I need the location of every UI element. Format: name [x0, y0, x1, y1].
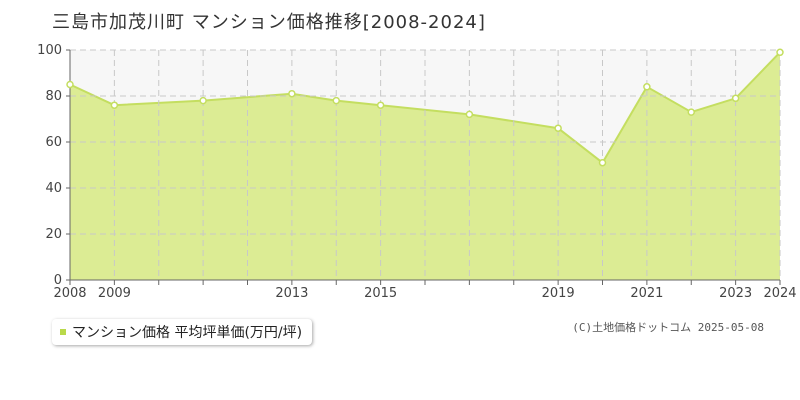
data-point — [376, 101, 385, 109]
data-point — [465, 110, 474, 119]
legend-label: マンション価格 平均坪単価(万円/坪) — [72, 325, 303, 341]
x-tick-label: 2019 — [542, 286, 575, 301]
y-tick-label: 60 — [45, 135, 62, 150]
x-tick-label: 2013 — [275, 286, 308, 301]
y-tick-label: 80 — [45, 89, 62, 104]
data-point — [598, 158, 607, 167]
x-tick-label: 2008 — [53, 286, 86, 301]
x-tick-label: 2021 — [630, 286, 663, 301]
y-tick-label: 100 — [37, 43, 62, 58]
x-tick-label: 2024 — [763, 286, 796, 301]
x-tick-label: 2015 — [364, 286, 397, 301]
y-tick-label: 20 — [45, 227, 62, 242]
legend: マンション価格 平均坪単価(万円/坪) — [52, 319, 313, 345]
data-point — [288, 89, 296, 98]
data-point — [687, 108, 695, 116]
x-tick-label: 2009 — [98, 286, 131, 301]
data-point — [110, 101, 119, 109]
y-tick-label: 40 — [45, 181, 62, 196]
data-point — [731, 94, 740, 103]
data-point — [643, 83, 651, 91]
data-point — [199, 96, 207, 105]
legend-swatch — [60, 329, 66, 335]
x-tick-label: 2023 — [719, 286, 752, 301]
data-point — [554, 124, 562, 132]
data-point — [776, 48, 784, 57]
chart-title: 三島市加茂川町 マンション価格推移[2008-2024] — [52, 12, 486, 33]
y-tick-label: 0 — [54, 273, 62, 288]
data-point — [332, 96, 340, 105]
credit-text: (C)土地価格ドットコム 2025-05-08 — [572, 321, 764, 334]
data-point — [66, 80, 74, 89]
